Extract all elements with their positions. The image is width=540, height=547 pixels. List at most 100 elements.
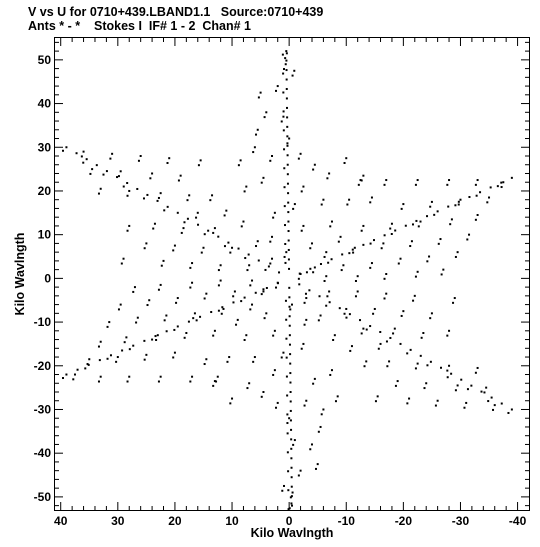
uv-arm-point [282, 110, 285, 113]
uv-arm-point [404, 224, 407, 227]
uv-arm-point [61, 149, 64, 152]
uv-point [269, 159, 272, 162]
uv-point [288, 417, 291, 420]
uv-point [452, 301, 455, 304]
uv-arm-point [298, 283, 301, 286]
uv-point [288, 507, 291, 510]
uv-point [236, 318, 239, 321]
uv-point [285, 52, 288, 55]
uv-point [273, 211, 276, 214]
uv-point [242, 220, 245, 223]
uv-arm-point [419, 354, 422, 357]
uv-point [302, 185, 305, 188]
uv-arm-point [116, 176, 119, 179]
uv-arm-point [308, 289, 311, 292]
uv-arm-point [287, 470, 290, 473]
uv-point [393, 327, 396, 330]
uv-arm-point [287, 489, 290, 492]
uv-arm-point [132, 344, 135, 347]
uv-point [152, 227, 155, 230]
uv-point [195, 216, 198, 219]
uv-arm-point [406, 352, 409, 355]
uv-point [143, 358, 146, 361]
uv-point [426, 260, 429, 263]
uv-point [248, 264, 251, 267]
uv-point [413, 294, 416, 297]
uv-point [406, 402, 409, 405]
uv-point [292, 207, 295, 210]
uv-point [325, 275, 328, 278]
uv-point [429, 317, 432, 320]
uv-point [412, 299, 415, 302]
uv-arm-point [351, 248, 354, 251]
uv-point [345, 157, 348, 160]
uv-point [246, 269, 249, 272]
uv-point [416, 179, 419, 182]
uv-arm-point [240, 300, 243, 303]
uv-point [474, 218, 477, 221]
uv-point [303, 323, 306, 326]
uv-point [231, 246, 234, 249]
uv-arm-point [304, 292, 307, 295]
uv-arm-point [286, 394, 289, 397]
uv-point [290, 502, 293, 505]
uv-point [148, 299, 151, 302]
uv-arm-point [197, 223, 200, 226]
uv-point [133, 286, 136, 289]
uv-point [392, 332, 395, 335]
uv-arm-point [429, 360, 432, 363]
uv-point [157, 288, 160, 291]
uv-point [360, 229, 363, 232]
uv-arm-point [165, 330, 168, 333]
uv-point [333, 334, 336, 337]
uv-point [289, 496, 292, 499]
uv-point [219, 264, 222, 267]
uv-point [128, 189, 131, 192]
uv-point [389, 227, 392, 230]
uv-point [312, 382, 315, 385]
uv-point [420, 336, 423, 339]
uv-point [330, 220, 333, 223]
uv-point [111, 152, 114, 155]
uv-arm-point [289, 400, 292, 403]
uv-arm-point [126, 182, 129, 185]
uv-point [457, 203, 460, 206]
uv-arm-point [286, 135, 289, 138]
uv-point [245, 185, 248, 188]
uv-arm-point [247, 253, 250, 256]
uv-arm-point [348, 252, 351, 255]
uv-arm-point [65, 373, 68, 376]
uv-point [139, 155, 142, 157]
uv-point [249, 308, 252, 311]
uv-point [302, 342, 305, 345]
uv-arm-point [454, 204, 457, 207]
uv-point [276, 85, 279, 88]
uv-point [329, 225, 332, 228]
uv-arm-point [221, 306, 224, 309]
uv-point [166, 161, 169, 164]
x-tick-label: 20 [168, 514, 182, 528]
uv-arm-point [217, 235, 220, 238]
uv-arm-point [285, 87, 288, 90]
uv-arm-point [102, 173, 105, 176]
uv-arm-point [264, 268, 267, 271]
uv-point [359, 179, 362, 182]
uv-point [200, 251, 203, 254]
uv-point [239, 159, 242, 162]
uv-point [323, 255, 326, 258]
uv-point [97, 345, 100, 348]
uv-point [440, 273, 443, 276]
uv-point [280, 120, 283, 123]
uv-arm-point [223, 245, 226, 248]
uv-point [385, 273, 388, 275]
uv-point [262, 176, 265, 179]
uv-arm-point [289, 419, 292, 422]
uv-point [182, 227, 185, 230]
uv-arm-point [287, 248, 290, 251]
uv-point [299, 152, 302, 155]
uv-arm-point [433, 213, 436, 216]
uv-point [97, 192, 100, 195]
uv-point [474, 183, 477, 186]
uv-arm-point [318, 295, 321, 298]
uv-point [446, 334, 449, 337]
